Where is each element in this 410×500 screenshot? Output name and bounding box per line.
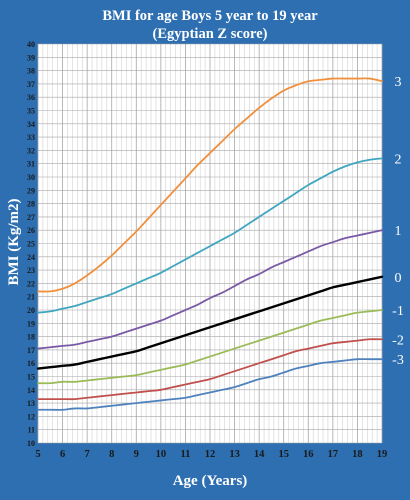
x-tick-label: 15 xyxy=(278,449,289,460)
y-tick-label: 21 xyxy=(27,293,35,302)
y-tick-label: 26 xyxy=(27,226,35,235)
x-tick-label: 18 xyxy=(352,449,363,460)
z-score-label: 1 xyxy=(395,224,402,239)
chart-subtitle: (Egyptian Z score) xyxy=(153,26,268,42)
series-line-z-3 xyxy=(37,358,383,411)
x-tick-labels: 5 6 7 8 9 10 11 12 13 14 15 16 17 18 19 xyxy=(35,449,387,460)
y-tick-label: 25 xyxy=(27,240,35,249)
y-tick-label: 31 xyxy=(27,160,35,169)
y-tick-label: 17 xyxy=(27,346,35,355)
y-tick-label: 22 xyxy=(27,279,35,288)
x-tick-label: 16 xyxy=(303,449,314,460)
y-tick-label: 14 xyxy=(27,386,35,395)
series-line-z2 xyxy=(37,157,383,314)
y-tick-label: 18 xyxy=(27,333,35,342)
y-tick-label: 20 xyxy=(27,306,35,315)
y-tick-label: 16 xyxy=(27,359,35,368)
x-axis-label: Age (Years) xyxy=(173,473,248,489)
y-tick-label: 28 xyxy=(27,200,35,209)
y-tick-label: 30 xyxy=(27,173,35,182)
x-tick-label: 7 xyxy=(85,449,90,460)
y-tick-label: 12 xyxy=(27,412,35,421)
y-tick-label: 27 xyxy=(27,213,35,222)
y-tick-label: 10 xyxy=(27,439,35,448)
y-tick-label: 38 xyxy=(27,67,35,76)
z-score-label: -2 xyxy=(392,333,404,348)
series-line-z1 xyxy=(37,229,383,350)
z-score-label: -1 xyxy=(392,304,404,319)
y-tick-label: 40 xyxy=(27,40,35,49)
x-tick-label: 6 xyxy=(60,449,65,460)
x-tick-label: 10 xyxy=(156,449,167,460)
series-group xyxy=(36,77,384,411)
x-tick-label: 5 xyxy=(35,449,40,460)
y-axis-label: BMI (Kg/m2) xyxy=(6,198,22,285)
z-score-labels: 3 2 1 0 -1 -2 -3 xyxy=(392,75,404,368)
y-tick-labels: 10 11 12 13 14 15 16 17 18 19 20 21 22 23 24 25 26 27 28 29… xyxy=(27,40,35,448)
x-tick-label: 11 xyxy=(180,449,190,460)
y-tick-label: 15 xyxy=(27,373,35,382)
y-tick-label: 19 xyxy=(27,319,35,328)
y-tick-label: 34 xyxy=(27,120,35,129)
y-tick-label: 35 xyxy=(27,107,35,116)
x-tick-label: 8 xyxy=(109,449,114,460)
y-tick-label: 24 xyxy=(27,253,35,262)
z-score-label: -3 xyxy=(392,353,404,368)
chart-title: BMI for age Boys 5 year to 19 year xyxy=(102,8,318,24)
y-tick-label: 36 xyxy=(27,93,35,102)
y-tick-label: 37 xyxy=(27,80,35,89)
y-tick-label: 33 xyxy=(27,133,35,142)
x-tick-label: 12 xyxy=(205,449,216,460)
z-score-label: 0 xyxy=(395,271,402,286)
y-tick-label: 11 xyxy=(27,426,35,435)
x-tick-label: 9 xyxy=(134,449,139,460)
series-line-z3 xyxy=(37,77,383,293)
y-tick-label: 23 xyxy=(27,266,35,275)
y-tick-label: 39 xyxy=(27,53,35,62)
y-tick-label: 29 xyxy=(27,186,35,195)
x-tick-label: 17 xyxy=(328,449,339,460)
x-tick-label: 14 xyxy=(254,449,265,460)
z-score-label: 3 xyxy=(395,75,402,90)
x-tick-label: 19 xyxy=(377,449,388,460)
series-line-z-2 xyxy=(37,338,383,401)
x-tick-label: 13 xyxy=(229,449,240,460)
series-line-z0 xyxy=(36,275,384,370)
series-line-z-1 xyxy=(37,309,383,385)
y-tick-label: 13 xyxy=(27,399,35,408)
y-tick-label: 32 xyxy=(27,146,35,155)
z-score-label: 2 xyxy=(395,152,402,167)
